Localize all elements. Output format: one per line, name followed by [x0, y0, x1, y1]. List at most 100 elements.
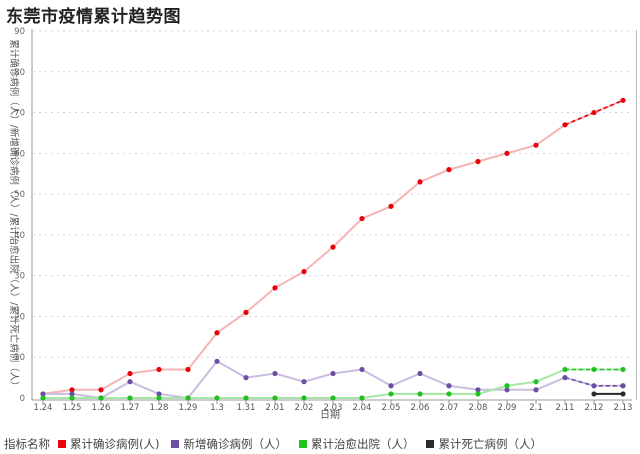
legend-items: 累计确诊病例(人) 新增确诊病例（人） 累计治愈出院（人） 累计死亡病例（人） — [58, 436, 554, 452]
data-point[interactable] — [417, 179, 423, 185]
data-point[interactable] — [417, 370, 423, 377]
x-tick-label: 1.25 — [63, 403, 82, 413]
x-tick-label: 1.31 — [237, 403, 256, 413]
data-point[interactable] — [40, 395, 46, 401]
data-point[interactable] — [301, 268, 307, 275]
y-tick-label: 60 — [14, 149, 25, 159]
data-point[interactable] — [301, 379, 307, 385]
data-point[interactable] — [214, 395, 220, 401]
data-point[interactable] — [533, 142, 539, 148]
legend-swatch — [171, 440, 180, 448]
data-point[interactable] — [504, 150, 510, 156]
data-point[interactable] — [591, 366, 597, 373]
data-point[interactable] — [243, 309, 249, 315]
data-point[interactable] — [40, 391, 46, 397]
data-point[interactable] — [620, 391, 626, 397]
data-point[interactable] — [69, 395, 75, 401]
x-axis-ticks: 1.24 1.25 1.26 1.27 1.28 1.29 1.3 1.31 2.01 2.02 2… — [34, 400, 633, 413]
data-point[interactable] — [69, 391, 75, 397]
data-point[interactable] — [243, 395, 249, 401]
data-point[interactable] — [359, 215, 365, 222]
data-point[interactable] — [620, 383, 626, 389]
data-point[interactable] — [359, 366, 365, 373]
x-tick-label: 1.26 — [92, 403, 111, 413]
y-tick-label: 70 — [14, 109, 25, 119]
chart-title: 东莞市疫情累计趋势图 — [6, 7, 181, 27]
data-point[interactable] — [620, 366, 626, 373]
data-point[interactable] — [446, 167, 452, 173]
data-point[interactable] — [562, 122, 568, 128]
x-tick-label: 2.04 — [353, 403, 372, 413]
data-point[interactable] — [185, 366, 191, 373]
data-point[interactable] — [330, 244, 336, 250]
data-point[interactable] — [127, 370, 133, 377]
data-point[interactable] — [620, 97, 626, 103]
data-point[interactable] — [243, 375, 249, 381]
data-point[interactable] — [98, 387, 104, 393]
legend-item[interactable]: 新增确诊病例（人） — [171, 436, 287, 452]
data-point[interactable] — [127, 379, 133, 385]
data-point[interactable] — [446, 383, 452, 389]
data-point[interactable] — [127, 395, 133, 401]
data-point[interactable] — [417, 391, 423, 397]
data-point[interactable] — [272, 285, 278, 291]
legend-item[interactable]: 累计死亡病例（人） — [426, 436, 542, 452]
x-tick-label: 2.06 — [411, 403, 430, 413]
x-tick-label: 1.24 — [34, 403, 53, 413]
data-point[interactable] — [533, 379, 539, 385]
data-point[interactable] — [533, 387, 539, 393]
data-point[interactable] — [446, 391, 452, 397]
legend-item[interactable]: 累计治愈出院（人） — [298, 436, 415, 452]
y-tick-label: 80 — [14, 68, 25, 78]
data-point[interactable] — [156, 395, 162, 401]
data-point[interactable] — [562, 366, 568, 373]
legend-label: 新增确诊病例（人） — [183, 437, 287, 451]
data-point[interactable] — [388, 383, 394, 389]
data-point[interactable] — [388, 391, 394, 397]
data-point[interactable] — [504, 383, 510, 389]
axes — [31, 29, 632, 401]
data-point[interactable] — [214, 358, 220, 364]
series-2 — [40, 358, 626, 401]
series-4 — [591, 391, 626, 397]
data-point[interactable] — [504, 387, 510, 393]
data-point[interactable] — [301, 395, 307, 401]
data-point[interactable] — [359, 395, 365, 401]
right-divider — [636, 30, 637, 400]
data-point[interactable] — [156, 366, 162, 373]
x-tick-label: 1.28 — [150, 403, 169, 413]
x-tick-label: 2.07 — [440, 403, 459, 413]
data-point[interactable] — [562, 375, 568, 381]
data-point[interactable] — [330, 370, 336, 377]
legend-item[interactable]: 累计确诊病例(人) — [58, 436, 159, 452]
data-point[interactable] — [475, 158, 481, 165]
gridlines — [33, 30, 633, 358]
data-point[interactable] — [272, 395, 278, 401]
data-point[interactable] — [475, 387, 481, 393]
data-point[interactable] — [388, 203, 394, 209]
x-tick-label: 2.13 — [614, 403, 633, 413]
data-point[interactable] — [272, 370, 278, 377]
data-point[interactable] — [330, 395, 336, 401]
x-tick-label: 1.3 — [210, 403, 224, 413]
x-axis-label: 日期 — [320, 409, 340, 421]
data-point[interactable] — [475, 391, 481, 397]
series-3 — [40, 366, 626, 401]
y-tick-label: 20 — [14, 312, 25, 322]
data-point[interactable] — [591, 109, 597, 116]
x-tick-label: 2.08 — [469, 403, 488, 413]
x-tick-label: 2.12 — [585, 403, 604, 413]
data-point[interactable] — [98, 395, 104, 401]
x-tick-label: 2.01 — [266, 403, 285, 413]
data-point[interactable] — [185, 395, 191, 401]
data-point[interactable] — [69, 387, 75, 393]
data-point[interactable] — [214, 330, 220, 336]
data-point[interactable] — [591, 391, 597, 397]
y-axis-label: 累计确诊病例（人）/新增确诊病例（人）/累计治愈出院（人）/累计死亡病例（人） — [8, 39, 20, 391]
data-point[interactable] — [591, 383, 597, 389]
data-point[interactable] — [156, 391, 162, 397]
legend-swatch — [426, 440, 435, 448]
x-tick-label: 2.05 — [382, 403, 401, 413]
legend-label: 累计治愈出院（人） — [310, 437, 415, 451]
